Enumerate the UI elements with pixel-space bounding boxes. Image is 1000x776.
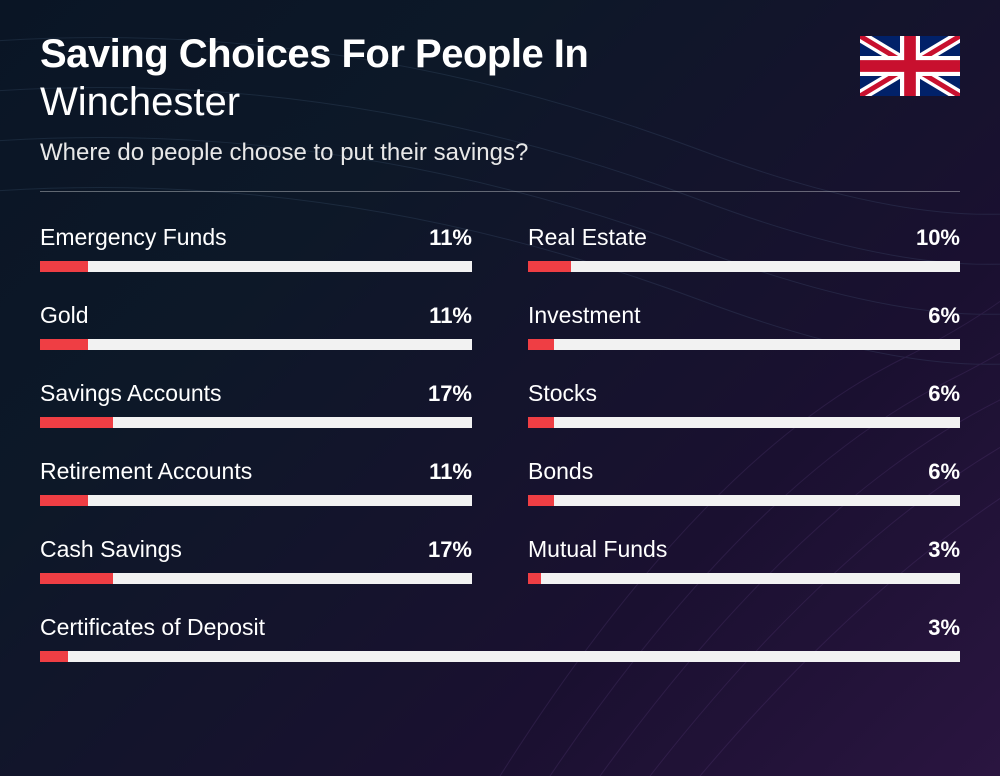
chart-item-value: 3%	[928, 615, 960, 641]
subtitle: Where do people choose to put their savi…	[40, 139, 960, 167]
chart-item: Bonds 6%	[528, 458, 960, 506]
chart-item: Real Estate 10%	[528, 224, 960, 272]
chart-item: Mutual Funds 3%	[528, 536, 960, 584]
bar-track	[40, 573, 472, 584]
city-name: Winchester	[40, 80, 860, 125]
bar-track	[528, 417, 960, 428]
chart-item: Emergency Funds 11%	[40, 224, 472, 272]
chart-item-value: 3%	[928, 537, 960, 563]
bar-track	[40, 339, 472, 350]
chart-item-value: 6%	[928, 459, 960, 485]
chart-item-value: 6%	[928, 381, 960, 407]
bar-fill	[528, 339, 554, 350]
bar-fill	[528, 261, 571, 272]
bar-fill	[528, 417, 554, 428]
chart-item-label: Stocks	[528, 380, 597, 407]
header: Saving Choices For People In Winchester …	[40, 32, 960, 192]
bar-fill	[40, 417, 113, 428]
chart-item-value: 11%	[429, 459, 472, 485]
bar-track	[40, 261, 472, 272]
chart-item-label: Gold	[40, 302, 89, 329]
chart-item-label: Certificates of Deposit	[40, 614, 265, 641]
chart-item: Stocks 6%	[528, 380, 960, 428]
chart-item-label: Mutual Funds	[528, 536, 667, 563]
chart-item-label: Cash Savings	[40, 536, 182, 563]
chart-item-label: Emergency Funds	[40, 224, 227, 251]
bar-track	[528, 573, 960, 584]
divider	[40, 191, 960, 192]
chart-item-value: 17%	[428, 537, 472, 563]
chart-item: Retirement Accounts 11%	[40, 458, 472, 506]
bar-track	[528, 261, 960, 272]
chart-item: Gold 11%	[40, 302, 472, 350]
chart-item-value: 11%	[429, 303, 472, 329]
bar-fill	[40, 495, 88, 506]
bar-fill	[528, 573, 541, 584]
chart-item: Savings Accounts 17%	[40, 380, 472, 428]
chart-item: Cash Savings 17%	[40, 536, 472, 584]
bar-fill	[40, 339, 88, 350]
bar-track	[40, 651, 960, 662]
bar-fill	[528, 495, 554, 506]
chart-item-label: Bonds	[528, 458, 593, 485]
chart-item-value: 6%	[928, 303, 960, 329]
chart-item: Investment 6%	[528, 302, 960, 350]
page-title: Saving Choices For People In	[40, 32, 860, 76]
bar-track	[528, 339, 960, 350]
uk-flag-icon	[860, 36, 960, 96]
bar-track	[528, 495, 960, 506]
bar-track	[40, 495, 472, 506]
chart-item-label: Savings Accounts	[40, 380, 222, 407]
bar-fill	[40, 573, 113, 584]
bar-fill	[40, 261, 88, 272]
chart-item-value: 11%	[429, 225, 472, 251]
chart-grid: Emergency Funds 11% Real Estate 10% Gold 11% I…	[40, 224, 960, 662]
chart-item-label: Retirement Accounts	[40, 458, 252, 485]
bar-track	[40, 417, 472, 428]
chart-item-value: 17%	[428, 381, 472, 407]
chart-item-label: Real Estate	[528, 224, 647, 251]
chart-item-label: Investment	[528, 302, 641, 329]
chart-item-value: 10%	[916, 225, 960, 251]
chart-item: Certificates of Deposit 3%	[40, 614, 960, 662]
bar-fill	[40, 651, 68, 662]
